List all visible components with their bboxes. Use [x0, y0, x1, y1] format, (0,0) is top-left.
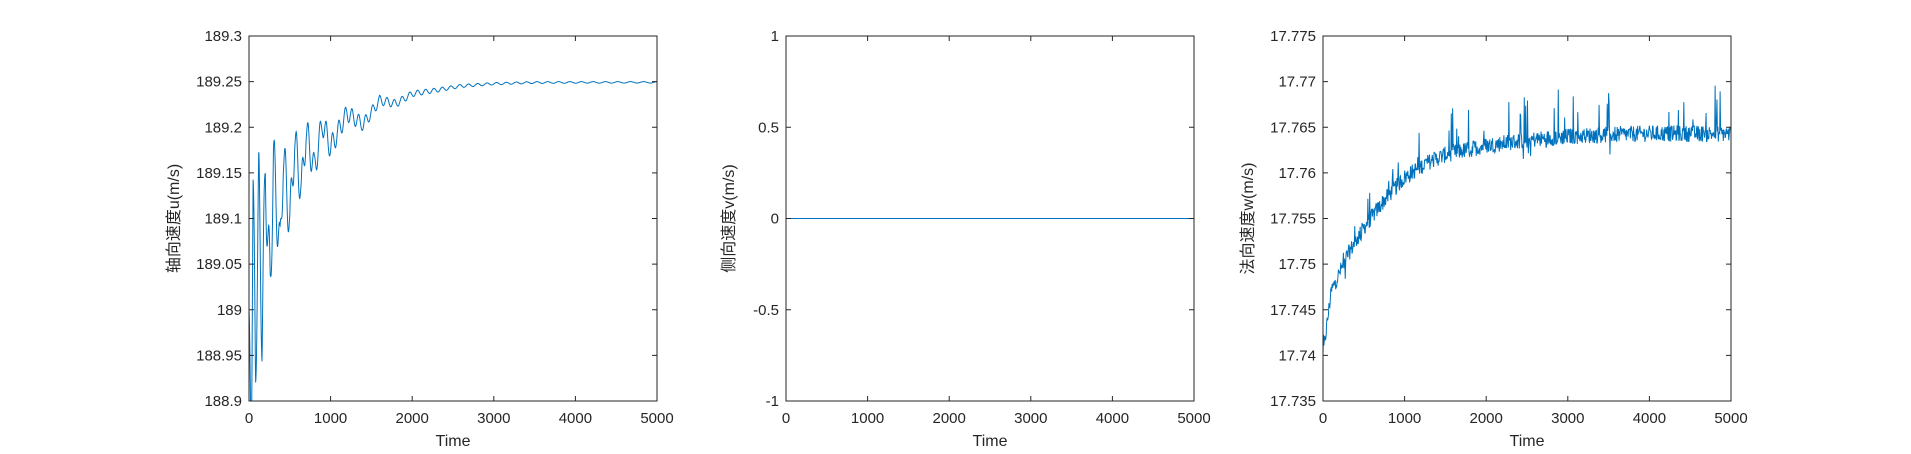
y-tick-label: 17.735: [1270, 393, 1316, 410]
y-tick-label: 189.25: [196, 74, 242, 91]
x-tick-label: 2000: [396, 410, 429, 427]
x-axis-label: Time: [973, 433, 1008, 450]
y-tick-label: 17.75: [1278, 256, 1316, 273]
y-tick-label: 189.05: [196, 256, 242, 273]
x-tick-label: 3000: [1014, 410, 1047, 427]
x-tick-label: 5000: [640, 410, 673, 427]
y-tick-label: 17.755: [1270, 211, 1316, 228]
x-tick-label: 2000: [1470, 410, 1503, 427]
y-tick-label: 189: [217, 302, 242, 319]
x-tick-label: 2000: [933, 410, 966, 427]
x-tick-label: 1000: [851, 410, 884, 427]
axes-box: [248, 35, 658, 402]
y-tick-label: 17.77: [1278, 74, 1316, 91]
x-tick-label: 0: [245, 410, 253, 427]
x-tick-label: 5000: [1177, 410, 1210, 427]
y-tick-label: 0: [771, 211, 779, 228]
y-tick-label: 189.3: [204, 28, 242, 45]
y-axis-label: 轴向速度u(m/s): [165, 164, 183, 273]
y-tick-label: 17.76: [1278, 165, 1316, 182]
x-tick-label: 3000: [477, 410, 510, 427]
y-tick-label: 189.15: [196, 165, 242, 182]
y-tick-label: 189.1: [204, 211, 242, 228]
y-tick-label: 189.2: [204, 119, 242, 136]
y-tick-label: -1: [766, 393, 779, 410]
x-tick-label: 4000: [1633, 410, 1666, 427]
panel-axial-velocity-u: 0 1000 2000 3000 4000 5000 188.9 188.95 189 189.0…: [165, 28, 674, 450]
x-axis-label: Time: [1510, 433, 1545, 450]
y-tick-label: 0.5: [758, 119, 779, 136]
x-tick-label: 1000: [314, 410, 347, 427]
x-tick-label: 4000: [1096, 410, 1129, 427]
x-tick-label: 4000: [559, 410, 592, 427]
y-tick-label: 17.765: [1270, 119, 1316, 136]
y-axis-label: 法向速度w(m/s): [1239, 163, 1257, 275]
x-tick-label: 1000: [1388, 410, 1421, 427]
y-tick-label: 1: [771, 28, 779, 45]
x-tick-label: 0: [782, 410, 790, 427]
y-tick-label: 188.9: [204, 393, 242, 410]
x-axis-label: Time: [436, 433, 471, 450]
y-tick-label: 17.745: [1270, 302, 1316, 319]
y-tick-label: -0.5: [753, 302, 779, 319]
series-line: [249, 81, 657, 401]
panel-normal-velocity-w: 0 1000 2000 3000 4000 5000 17.735 17.74 17.745 17…: [1239, 28, 1748, 450]
y-tick-label: 17.775: [1270, 28, 1316, 45]
x-tick-label: 3000: [1551, 410, 1584, 427]
y-tick-label: 188.95: [196, 347, 242, 364]
panel-lateral-velocity-v: 0 1000 2000 3000 4000 5000 -1 -0.5 0 0.5 1 Time 侧向速度…: [720, 28, 1211, 450]
y-tick-label: 17.74: [1278, 347, 1316, 364]
x-tick-label: 5000: [1714, 410, 1747, 427]
series-line: [1323, 85, 1731, 353]
y-axis-label: 侧向速度v(m/s): [720, 164, 738, 272]
axes-box: [1322, 35, 1732, 402]
x-tick-label: 0: [1319, 410, 1327, 427]
